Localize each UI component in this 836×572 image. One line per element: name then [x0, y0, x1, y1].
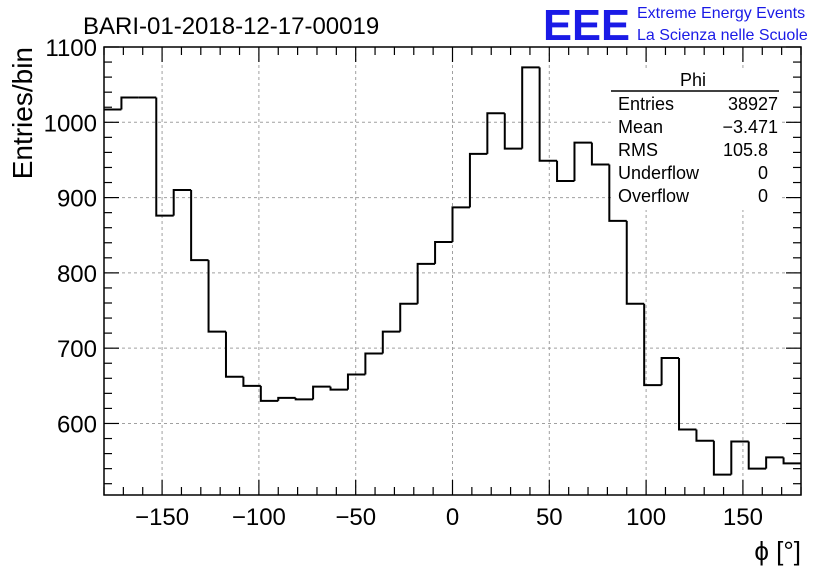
histogram-bin [625, 220, 645, 305]
x-tick-label: −150 [135, 504, 189, 531]
histogram-bin [399, 302, 418, 332]
histogram-bin [346, 373, 366, 390]
stats-title: Phi [680, 70, 706, 90]
histogram-bin [329, 386, 348, 391]
histogram-bin [120, 96, 139, 110]
stats-value-overflow: 0 [758, 186, 768, 206]
histogram-bin [259, 385, 279, 402]
x-tick-labels: −150 −100 −50 0 50 100 150 [135, 504, 763, 531]
eee-logo-line2: La Scienza nelle Scuole [637, 27, 808, 44]
histogram-bin [608, 164, 627, 222]
y-tick-labels: 600 700 800 900 1000 1100 [44, 35, 97, 438]
eee-logo-line1: Extreme Energy Events [637, 5, 805, 22]
histogram-bin [538, 67, 558, 162]
stats-label-mean: Mean [618, 117, 663, 137]
histogram-bin [242, 376, 261, 387]
histogram-bin [590, 142, 610, 166]
stats-label-underflow: Underflow [618, 163, 700, 183]
histogram-bin [643, 303, 662, 387]
stats-label-rms: RMS [618, 140, 658, 160]
x-tick-label: 0 [446, 504, 459, 531]
grid-lines [104, 47, 801, 495]
histogram-bin [468, 152, 488, 208]
y-tick-label: 600 [57, 411, 97, 438]
histogram-bin [224, 331, 244, 378]
stats-value-rms: 105.8 [723, 140, 768, 160]
stats-value-entries: 38927 [728, 94, 778, 114]
histogram-bin [503, 113, 523, 150]
histogram-series [104, 66, 801, 476]
y-tick-label: 700 [57, 336, 97, 363]
histogram-bin [486, 112, 505, 154]
histogram-bin [312, 385, 331, 400]
histogram-bin [660, 356, 680, 386]
histogram-bin [190, 190, 209, 262]
x-tick-label: 150 [723, 504, 763, 531]
stats-value-underflow: 0 [758, 163, 768, 183]
histogram-bin [172, 189, 192, 216]
histogram-bin [416, 262, 436, 304]
histogram-bin [765, 456, 784, 469]
x-tick-label: 100 [626, 504, 666, 531]
x-axis-label: ϕ [°] [754, 536, 801, 566]
y-axis-label: Entries/bin [7, 47, 38, 179]
histogram-bin [207, 260, 226, 333]
y-tick-label: 1100 [45, 35, 97, 62]
histogram-bin [364, 352, 383, 375]
histogram-bin [678, 357, 697, 431]
stats-value-mean: −3.471 [722, 117, 778, 137]
histogram-bin [381, 330, 401, 354]
stats-box: Phi Entries 38927 Mean −3.471 RMS 105.8 … [611, 69, 779, 210]
histogram-bin [434, 241, 453, 264]
histogram-bin [782, 457, 801, 465]
histogram-bin [695, 429, 714, 442]
x-tick-label: 50 [536, 504, 563, 531]
histogram-bin [730, 440, 749, 475]
stats-label-entries: Entries [618, 94, 674, 114]
histogram-bin [451, 206, 470, 243]
histogram-bin [155, 97, 174, 217]
stats-box-background [611, 69, 779, 210]
eee-logo: EEE Extreme Energy Events La Scienza nel… [543, 1, 808, 50]
x-tick-label: −50 [335, 504, 376, 531]
stats-label-overflow: Overflow [618, 186, 690, 206]
histogram-bin [521, 66, 540, 149]
y-tick-label: 800 [57, 261, 97, 288]
eee-logo-mark: EEE [543, 1, 630, 50]
y-tick-label: 1000 [44, 110, 97, 137]
histogram-bin [712, 440, 732, 476]
histogram-bin [556, 160, 575, 183]
histogram-bin [573, 141, 592, 182]
plot-title: BARI-01-2018-12-17-00019 [83, 13, 379, 40]
x-tick-label: −100 [232, 504, 286, 531]
histogram-bin [747, 441, 767, 470]
histogram-bin [277, 396, 296, 401]
axis-ticks [103, 46, 802, 495]
y-tick-label: 900 [57, 186, 97, 213]
histogram-bin [294, 397, 314, 401]
